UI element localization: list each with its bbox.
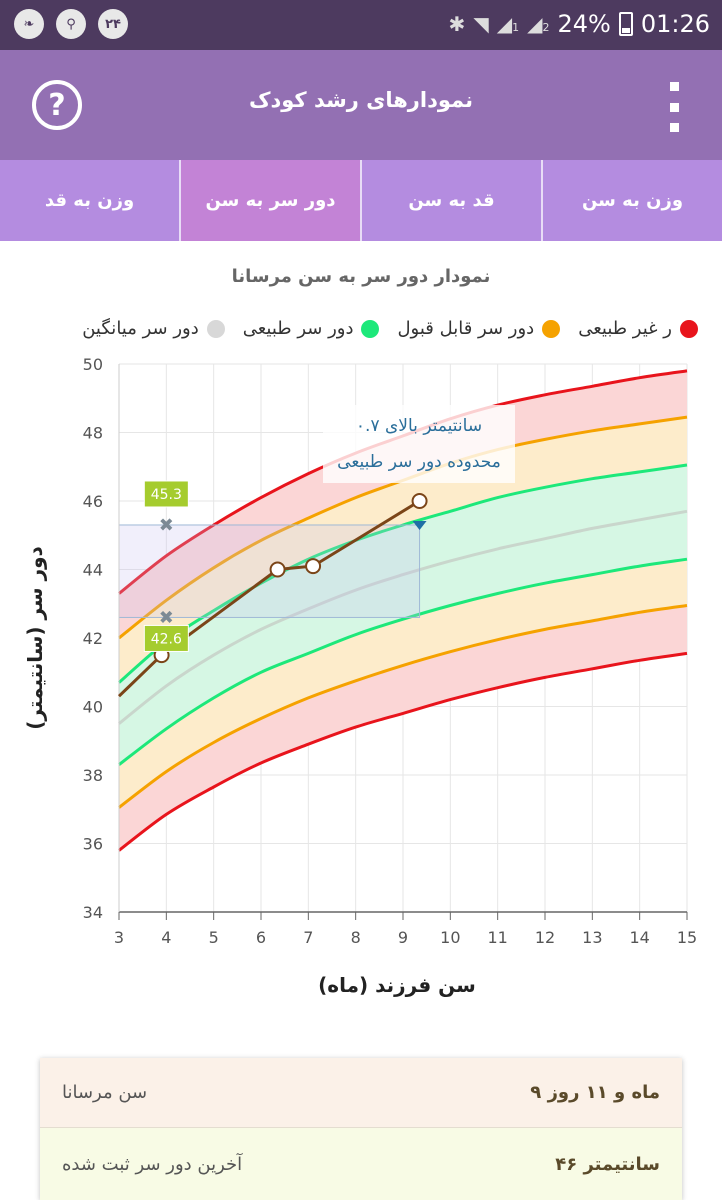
status-bar: ❧ ⚲ ۲۴ ✱ ◥ ◢1 ◢2 24% 01:26 <box>0 0 722 50</box>
band-fill <box>119 417 687 683</box>
tab-height-for-age[interactable]: قد به سن <box>362 160 543 241</box>
range-marker-lower-label: 42.6 <box>151 631 182 647</box>
info-row-age: سن مرسانا ۹ ماه و ۱۱ روز <box>40 1058 682 1128</box>
fitness-icon: ⚲ <box>56 9 86 39</box>
kebab-menu-icon[interactable] <box>664 82 684 132</box>
status-left-icons: ❧ ⚲ ۲۴ <box>14 9 128 39</box>
y-tick-label: 46 <box>83 492 103 511</box>
app-notification-icon: ❧ <box>14 9 44 39</box>
legend-label-abnormal: ر غیر طبیعی <box>578 318 672 339</box>
info-value-age: ۹ ماه و ۱۱ روز <box>530 1082 660 1103</box>
legend-dot-abnormal <box>680 319 698 338</box>
x-tick-label: 9 <box>398 928 408 947</box>
y-tick-label: 40 <box>83 698 103 717</box>
battery-percent: 24% <box>557 10 611 38</box>
band-fill <box>119 511 687 765</box>
x-tick-label: 8 <box>351 928 361 947</box>
range-marker-upper-badge <box>143 480 189 508</box>
x-tick-label: 6 <box>256 928 266 947</box>
legend-dot-mean <box>206 319 225 338</box>
info-label-last-head: آخرین دور سر ثبت شده <box>62 1153 243 1175</box>
info-row-last-head: آخرین دور سر ثبت شده ۴۶ سانتیمتر <box>40 1128 682 1200</box>
y-tick-label: 44 <box>83 561 103 580</box>
band-line-mean <box>118 509 688 725</box>
legend-label-normal: دور سر طبیعی <box>242 318 354 339</box>
app-title: نمودارهای رشد کودک <box>248 88 474 112</box>
child-data-point <box>305 558 322 575</box>
band-fill <box>119 370 687 638</box>
help-circle-icon[interactable]: ? <box>32 80 82 130</box>
highlight-box <box>118 524 421 618</box>
band-line-acceptable-low <box>118 604 688 809</box>
info-value-last-head: ۴۶ سانتیمتر <box>555 1153 660 1175</box>
legend-label-mean: دور سر میانگین <box>82 318 199 339</box>
band-fill <box>119 465 687 724</box>
band-fill <box>119 559 687 808</box>
y-tick-label: 42 <box>83 629 103 648</box>
bluetooth-icon: ✱ <box>448 12 466 36</box>
annotation-box <box>323 405 515 483</box>
threshold-marker-icon <box>412 520 427 530</box>
y-tick-label: 36 <box>83 835 103 854</box>
clock: 01:26 <box>640 10 710 38</box>
band-fill <box>119 605 687 851</box>
sim1-signal-icon: ◢1 <box>496 12 520 36</box>
legend-dot-acceptable <box>542 319 561 338</box>
y-tick-label: 50 <box>83 355 103 374</box>
y-axis-title: دور سر (سانتیمتر) <box>23 546 47 730</box>
y-tick-label: 34 <box>83 903 103 922</box>
legend-item-mean[interactable]: دور سر میانگین <box>82 318 225 339</box>
battery-icon <box>618 12 633 36</box>
band-line-normal-low <box>118 557 688 766</box>
y-tick-label: 48 <box>83 424 103 443</box>
count-badge: ۲۴ <box>98 9 128 39</box>
child-data-point <box>269 561 286 578</box>
sim2-signal-icon: ◢2 <box>527 12 550 36</box>
x-tick-label: 12 <box>535 928 555 947</box>
info-label-age: سن مرسانا <box>62 1082 148 1103</box>
y-tick-label: 38 <box>83 766 103 785</box>
legend-label-acceptable: دور سر قابل قبول <box>397 318 535 339</box>
x-tick-label: 5 <box>209 928 219 947</box>
legend-dot-normal <box>361 319 380 338</box>
range-marker-lower-icon: ✖ <box>159 607 174 628</box>
legend-item-acceptable[interactable]: دور سر قابل قبول <box>397 318 561 339</box>
range-marker-upper-label: 45.3 <box>151 487 182 503</box>
range-marker-upper-icon: ✖ <box>159 515 174 536</box>
tab-head-for-age[interactable]: دور سر به سن <box>181 160 362 241</box>
x-tick-label: 3 <box>114 928 124 947</box>
legend-item-normal[interactable]: دور سر طبیعی <box>243 318 380 339</box>
x-tick-label: 10 <box>440 928 460 947</box>
x-tick-label: 11 <box>487 928 507 947</box>
x-axis-title: سن فرزند (ماه) <box>318 973 476 997</box>
chart-title: نمودار دور سر به سن مرسانا <box>231 266 491 287</box>
x-tick-label: 13 <box>582 928 602 947</box>
chart-legend: ر غیر طبیعی دور سر قابل قبول دور سر طبیع… <box>0 318 722 348</box>
wifi-icon: ◥ <box>473 12 489 36</box>
tab-weight-for-age[interactable]: وزن به سن <box>581 190 684 211</box>
x-tick-label: 7 <box>303 928 313 947</box>
legend-item-abnormal[interactable]: ر غیر طبیعی <box>578 318 698 339</box>
annotation-line-1: ۰.۷ سانتیمتر بالای <box>356 416 482 436</box>
annotation-line-2: محدوده دور سر طبیعی <box>337 452 501 472</box>
info-card: سن مرسانا ۹ ماه و ۱۱ روز آخرین دور سر ثب… <box>40 1058 682 1200</box>
tab-weight-for-height[interactable]: وزن به قد <box>0 160 181 241</box>
x-tick-label: 14 <box>629 928 649 947</box>
x-tick-label: 4 <box>161 928 171 947</box>
chart-tabs: وزن به قد دور سر به سن قد به سن وزن به س… <box>0 160 722 241</box>
x-tick-label: 15 <box>677 928 697 947</box>
child-data-point <box>411 493 428 509</box>
range-marker-lower-badge <box>143 624 189 652</box>
status-right-icons: ✱ ◥ ◢1 ◢2 24% 01:26 <box>449 10 710 38</box>
app-bar: ? نمودارهای رشد کودک <box>0 50 722 160</box>
head-circumference-chart: 3 4 5 6 7 8 9 10 11 12 13 14 15343638404244464850سن … <box>23 355 697 997</box>
band-line-abnormal-low <box>118 651 688 852</box>
